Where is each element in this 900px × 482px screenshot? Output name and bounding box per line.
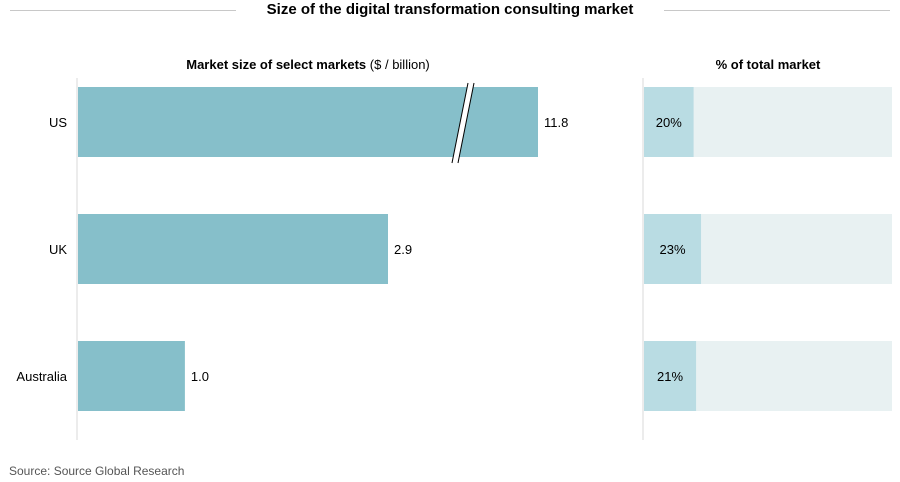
axis-break-gap (452, 83, 474, 163)
market-size-bar-uk (78, 214, 388, 284)
share-value-us: 20% (656, 115, 682, 130)
share-bar-us (644, 87, 694, 157)
axis-break-line-2 (457, 82, 475, 164)
left-panel-title-unit: ($ / billion) (369, 57, 430, 72)
title-rule-right (664, 10, 890, 11)
title-rule-left (10, 10, 236, 11)
left-panel-title-main: Market size of select markets (186, 57, 367, 72)
source-note: Source: Source Global Research (9, 464, 185, 478)
share-bar-australia (644, 341, 697, 411)
category-label-australia: Australia (16, 369, 67, 384)
market-size-bar-australia (78, 341, 185, 411)
category-label-uk: UK (49, 242, 67, 257)
share-value-australia: 21% (657, 369, 683, 384)
left-panel-title: Market size of select markets ($ / billi… (78, 57, 538, 72)
chart-title: Size of the digital transformation consu… (0, 1, 900, 18)
category-label-us: US (49, 115, 67, 130)
market-size-value-australia: 1.0 (191, 369, 209, 384)
market-size-value-uk: 2.9 (394, 242, 412, 257)
share-value-uk: 23% (660, 242, 686, 257)
axis-break-line-1 (451, 82, 469, 164)
chart-title-row: Size of the digital transformation consu… (0, 0, 900, 24)
market-size-value-us: 11.8 (544, 115, 568, 130)
share-bar-uk (644, 214, 702, 284)
right-panel-title: % of total market (715, 57, 821, 72)
